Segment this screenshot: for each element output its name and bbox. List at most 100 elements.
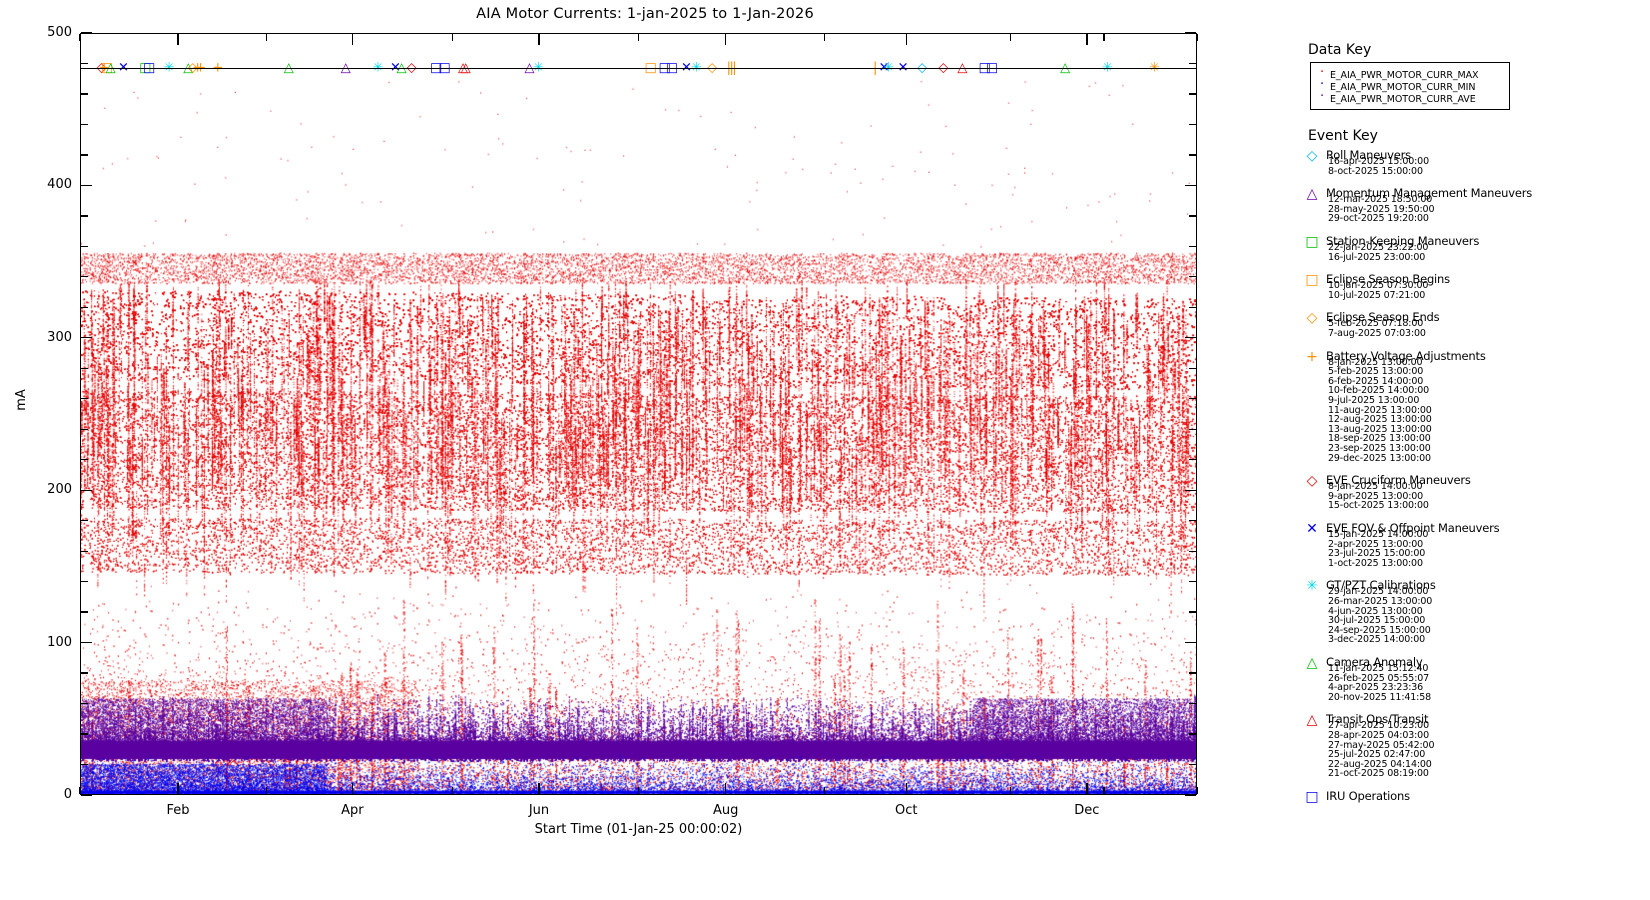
event-key-date-list: 8-jan-2025 14:00:00 9-apr-2025 13:00:00 15… bbox=[1328, 482, 1429, 511]
y-minor-tick bbox=[81, 154, 88, 156]
event-key-group: ✕ EVE FOV & Offpoint Maneuvers 15-jan-2025… bbox=[1304, 521, 1650, 568]
y-minor-tick bbox=[1189, 123, 1196, 126]
event-key-date: 7-aug-2025 07:03:00 bbox=[1328, 327, 1426, 339]
event-key-date-list: 16-apr-2025 15:00:00 8-oct-2025 15:00:00 bbox=[1328, 157, 1429, 176]
event-key-group-header: ✕ EVE FOV & Offpoint Maneuvers bbox=[1304, 521, 1650, 538]
x-tick-label: Jun bbox=[528, 803, 550, 818]
event-key-date-list: 29-jan-2025 14:00:00 26-mar-2025 13:00:00… bbox=[1328, 587, 1432, 645]
triangle-icon: △ bbox=[1306, 186, 1318, 203]
y-tick-mark bbox=[81, 32, 92, 34]
event-key-title: Event Key bbox=[1308, 128, 1378, 144]
diamond-icon: ◇ bbox=[1306, 148, 1318, 164]
y-minor-tick bbox=[81, 550, 88, 552]
y-minor-tick bbox=[81, 215, 88, 217]
event-key-date: 15-jan-2025 14:00:00 bbox=[1328, 529, 1429, 540]
data-key-box bbox=[1310, 62, 1510, 110]
event-key-group-name: EVE FOV & Offpoint Maneuvers bbox=[1326, 521, 1500, 535]
data-key-label: E_AIA_PWR_MOTOR_CURR_AVE bbox=[1330, 94, 1476, 105]
x-minor-tick bbox=[79, 34, 81, 41]
event-key-date: 30-jul-2025 15:00:00 bbox=[1328, 615, 1426, 627]
event-key-date-list: 15-jan-2025 14:00:00 2-apr-2025 13:00:00 2… bbox=[1328, 530, 1428, 568]
event-key-date: 27-apr-2025 10:23:00 bbox=[1328, 720, 1429, 732]
y-tick-label: 0 bbox=[63, 787, 72, 802]
x-axis-label: Start Time (01-Jan-25 00:00:02) bbox=[534, 822, 743, 837]
scatter-data-canvas bbox=[81, 34, 1196, 794]
y-minor-tick bbox=[1189, 733, 1196, 735]
x-minor-tick bbox=[1010, 787, 1012, 794]
x-minor-tick bbox=[637, 34, 640, 41]
event-key-group: □ Station-Keeping Maneuvers 22-jan-2025 23… bbox=[1304, 234, 1650, 262]
y-tick-mark bbox=[81, 641, 92, 644]
y-minor-tick bbox=[1189, 763, 1196, 766]
y-minor-tick bbox=[81, 123, 88, 126]
event-key-group-name: IRU Operations bbox=[1326, 789, 1410, 803]
x-minor-tick bbox=[637, 787, 640, 794]
x-minor-tick bbox=[1196, 787, 1198, 794]
diamond-icon: ◇ bbox=[1306, 473, 1318, 490]
data-key-label: E_AIA_PWR_MOTOR_CURR_MIN bbox=[1330, 82, 1476, 93]
event-key-group: + Battery Voltage Adjustments 8-jan-2025 1… bbox=[1304, 348, 1650, 463]
x-tick-mark bbox=[177, 783, 179, 794]
event-key-group-header: □ Eclipse Season Begins bbox=[1304, 272, 1650, 289]
event-key-group: △ Transit Ops/Transit 27-apr-2025 10:23:00… bbox=[1304, 712, 1650, 778]
x-tick-mark bbox=[905, 34, 907, 45]
x-minor-tick bbox=[265, 34, 267, 41]
y-minor-tick bbox=[81, 62, 88, 65]
y-minor-tick bbox=[1189, 702, 1196, 705]
x-minor-tick bbox=[265, 787, 267, 794]
event-key-date: 16-apr-2025 15:00:00 bbox=[1328, 156, 1429, 167]
y-minor-tick bbox=[1189, 306, 1196, 308]
event-key-date-list: 11-jan-2025 15:12:40 26-feb-2025 05:55:07… bbox=[1328, 664, 1431, 702]
event-key-date: 5-feb-2025 07:18:00 bbox=[1328, 318, 1424, 330]
event-key-date: 22-jan-2025 23:22:00 bbox=[1328, 242, 1429, 253]
x-tick-mark bbox=[905, 783, 907, 794]
y-tick-label: 400 bbox=[47, 177, 72, 193]
x-tick-label: Apr bbox=[341, 803, 364, 818]
event-key-group: ◇ EVE Cruciform Maneuvers 8-jan-2025 14:00… bbox=[1304, 473, 1650, 510]
event-key-group-name: Momentum Management Maneuvers bbox=[1326, 186, 1533, 201]
square-icon: □ bbox=[1305, 234, 1319, 250]
y-minor-tick bbox=[1189, 93, 1196, 95]
y-minor-tick bbox=[1189, 62, 1196, 65]
event-key-group-name: EVE Cruciform Maneuvers bbox=[1326, 473, 1471, 488]
event-key-date: 21-oct-2025 08:19:00 bbox=[1328, 768, 1429, 780]
event-key-group-header: △ Momentum Management Maneuvers bbox=[1304, 186, 1650, 203]
y-minor-tick bbox=[1189, 428, 1196, 430]
y-tick-mark bbox=[81, 184, 92, 187]
event-key-group: □ Eclipse Season Begins 10-jan-2025 07:30:… bbox=[1304, 272, 1650, 300]
event-key-date-list: 8-jan-2025 13:00:00 5-feb-2025 13:00:00 6-… bbox=[1328, 357, 1432, 464]
event-key-date: 4-apr-2025 23:23:36 bbox=[1328, 682, 1424, 694]
event-key-date: 27-may-2025 05:42:00 bbox=[1328, 739, 1435, 751]
event-key-date: 29-oct-2025 19:20:00 bbox=[1328, 213, 1429, 225]
y-minor-tick bbox=[81, 276, 88, 278]
event-key-date: 25-jul-2025 02:47:00 bbox=[1328, 749, 1426, 761]
event-key-group-name: Camera Anomaly bbox=[1326, 655, 1423, 669]
y-minor-tick bbox=[1189, 550, 1196, 552]
event-key-date: 29-jan-2025 14:00:00 bbox=[1328, 586, 1429, 598]
event-key-date: 6-feb-2025 14:00:00 bbox=[1328, 375, 1424, 387]
x-icon: ✕ bbox=[1306, 521, 1318, 537]
data-key-dot-icon: · bbox=[1320, 89, 1325, 104]
event-key-group-name: Battery Voltage Adjustments bbox=[1326, 348, 1486, 363]
event-key-date: 15-oct-2025 13:00:00 bbox=[1328, 500, 1429, 512]
event-key-group-name: Roll Maneuvers bbox=[1326, 148, 1411, 162]
y-minor-tick bbox=[81, 763, 88, 766]
y-minor-tick bbox=[81, 93, 88, 95]
event-key-date: 12-mar-2025 18:50:00 bbox=[1328, 194, 1433, 206]
plus-icon: + bbox=[1306, 348, 1318, 365]
event-key-group-header: □ IRU Operations bbox=[1304, 789, 1650, 806]
event-key-date-list: 12-mar-2025 18:50:00 28-may-2025 19:50:00… bbox=[1328, 195, 1434, 224]
x-tick-mark bbox=[351, 34, 353, 45]
event-key-group-header: □ Station-Keeping Maneuvers bbox=[1304, 234, 1650, 251]
asterisk-icon: ✳ bbox=[1306, 578, 1318, 595]
x-tick-mark bbox=[1086, 34, 1088, 45]
x-tick-mark bbox=[538, 34, 540, 45]
event-key-date: 8-jan-2025 14:00:00 bbox=[1328, 481, 1423, 493]
event-key-date: 20-nov-2025 11:41:58 bbox=[1328, 691, 1432, 703]
y-axis-label: mA bbox=[14, 389, 29, 411]
event-key-date: 13-aug-2025 13:00:00 bbox=[1328, 423, 1432, 435]
event-key-group-name: Eclipse Season Begins bbox=[1326, 272, 1450, 287]
event-key-group-header: △ Transit Ops/Transit bbox=[1304, 712, 1650, 729]
y-minor-tick bbox=[81, 367, 88, 369]
